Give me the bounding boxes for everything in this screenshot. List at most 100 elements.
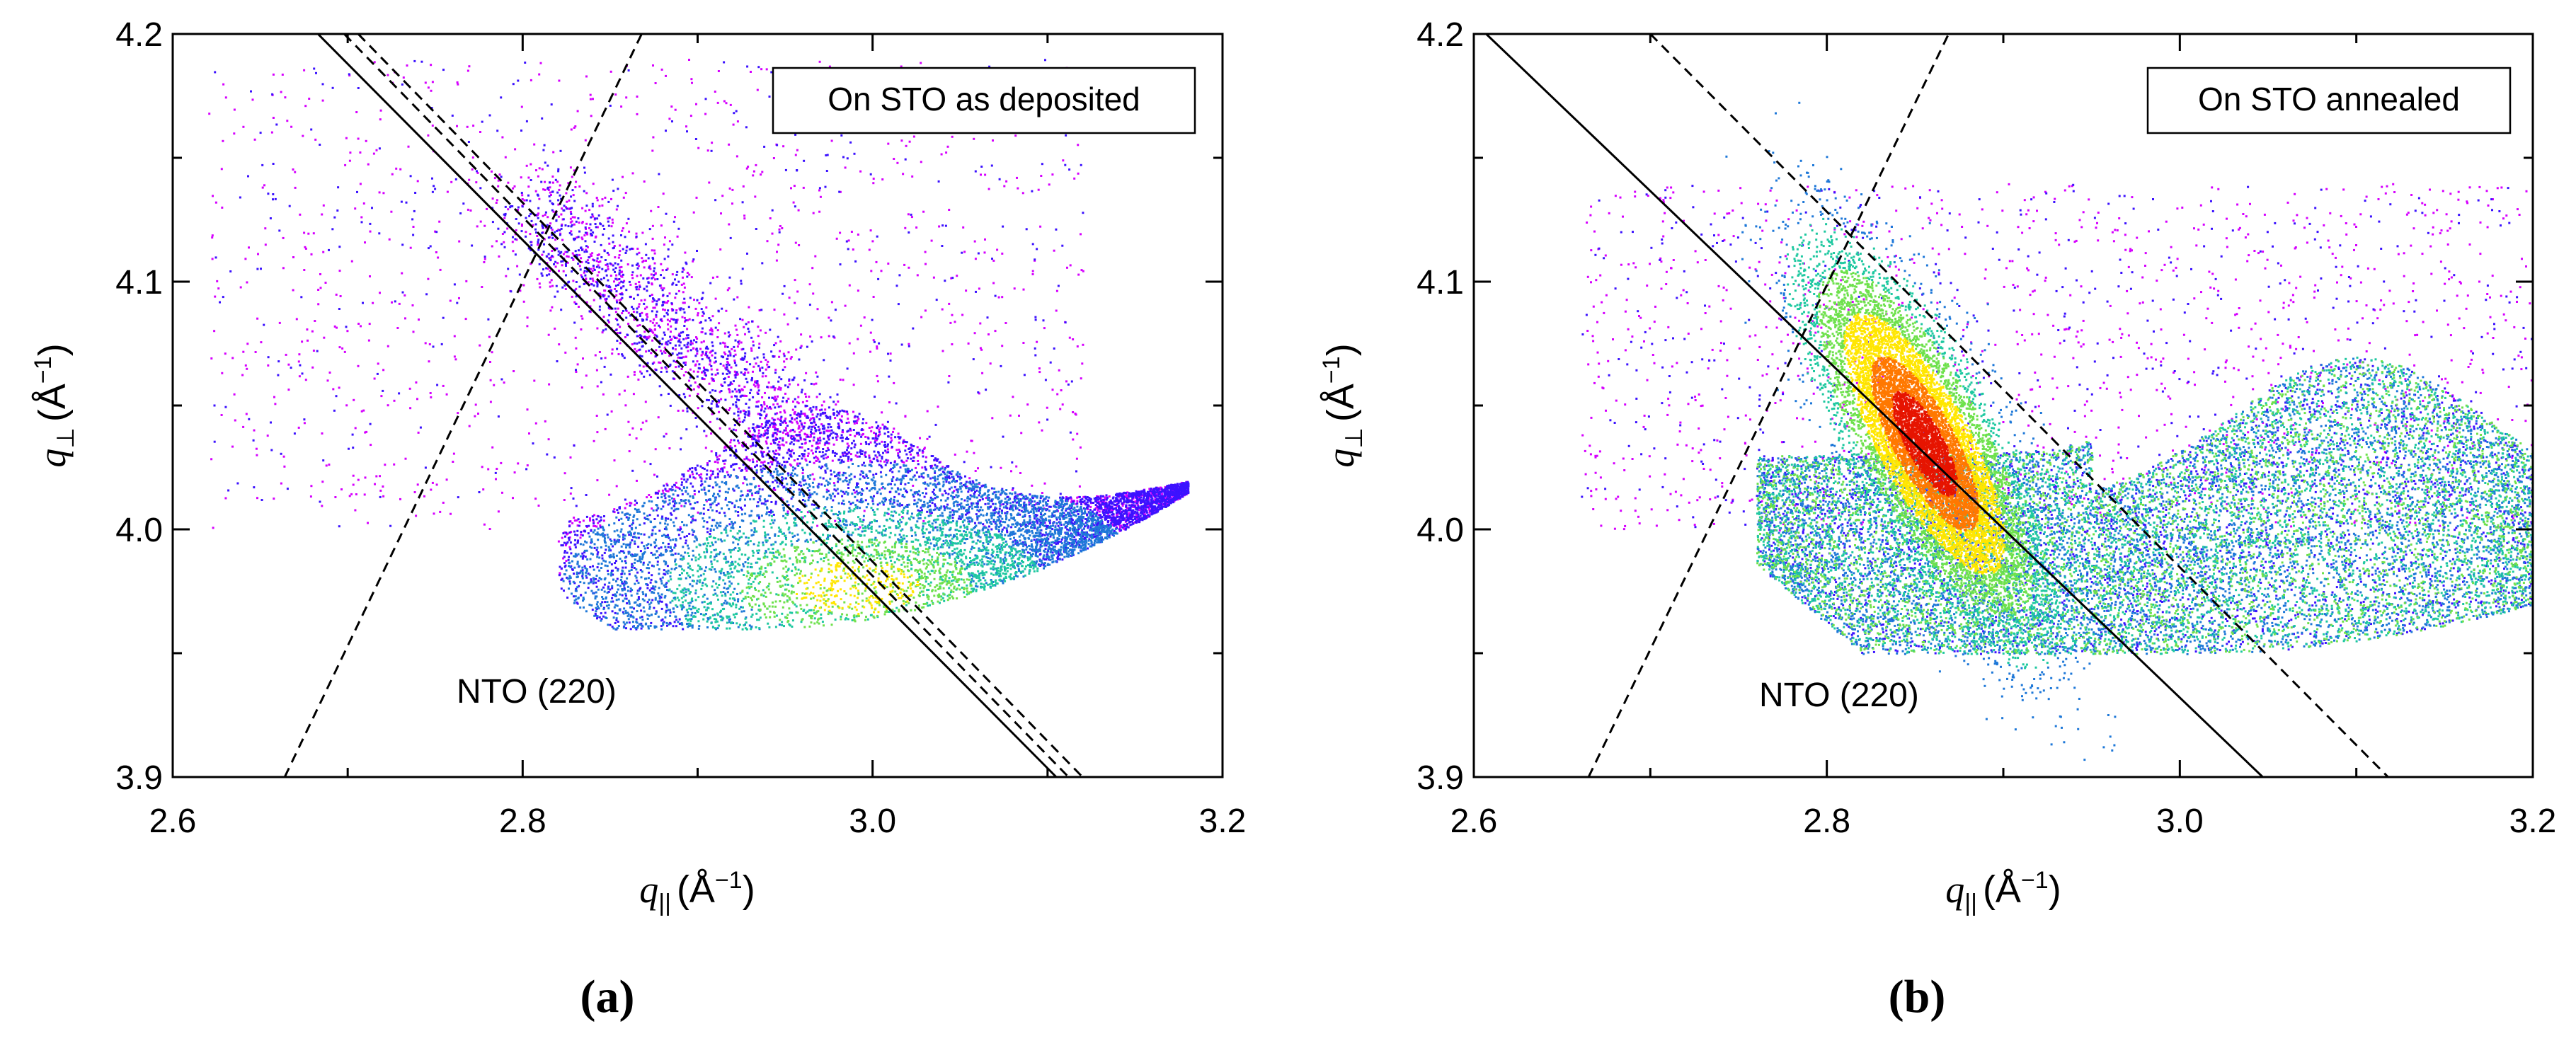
scatter-point-a bbox=[556, 180, 559, 183]
scatter-point-a bbox=[884, 446, 887, 448]
scatter-point-a bbox=[829, 415, 832, 418]
scatter-point-a bbox=[1072, 438, 1075, 441]
scatter-point-a bbox=[965, 481, 968, 483]
scatter-point-a bbox=[826, 447, 829, 449]
scatter-point-a bbox=[304, 246, 307, 248]
scatter-point-a bbox=[622, 533, 625, 536]
scatter-point-a bbox=[1038, 507, 1041, 510]
scatter-point-a bbox=[1159, 507, 1162, 510]
scatter-point-a bbox=[580, 261, 583, 263]
scatter-point-a bbox=[1135, 507, 1138, 510]
scatter-point-a bbox=[647, 277, 650, 280]
scatter-point-a bbox=[779, 417, 782, 420]
scatter-point-a bbox=[1028, 503, 1031, 506]
scatter-point-a bbox=[1112, 516, 1115, 519]
scatter-point-a bbox=[728, 409, 731, 412]
scatter-point-a bbox=[568, 556, 570, 558]
scatter-point-a bbox=[803, 413, 806, 415]
scatter-point-a bbox=[1127, 526, 1130, 529]
scatter-point-a bbox=[1087, 527, 1089, 529]
scatter-point-a bbox=[705, 350, 708, 353]
scatter-point-a bbox=[718, 401, 720, 403]
scatter-point-a bbox=[1063, 515, 1065, 517]
scatter-point-a bbox=[466, 125, 469, 128]
scatter-point-a bbox=[637, 305, 640, 308]
scatter-point-a bbox=[609, 275, 612, 277]
scatter-point-a bbox=[897, 303, 900, 306]
scatter-point-a bbox=[898, 441, 900, 444]
scatter-point-a bbox=[1040, 513, 1043, 515]
scatter-point-a bbox=[580, 257, 583, 260]
scatter-point-a bbox=[534, 422, 537, 425]
scatter-point-a bbox=[817, 458, 820, 461]
scatter-point-a bbox=[900, 343, 903, 346]
scatter-point-a bbox=[640, 609, 643, 612]
scatter-point-a bbox=[873, 450, 876, 453]
scatter-point-a bbox=[297, 426, 300, 429]
scatter-point-a bbox=[871, 240, 874, 243]
scatter-point-a bbox=[656, 496, 659, 499]
scatter-point-a bbox=[394, 300, 396, 303]
scatter-point-a bbox=[980, 173, 982, 176]
scatter-point-a bbox=[1148, 493, 1151, 495]
scatter-point-a bbox=[338, 246, 341, 248]
scatter-point-a bbox=[790, 435, 793, 437]
scatter-point-a bbox=[776, 433, 778, 436]
scatter-point-a bbox=[651, 283, 653, 286]
scatter-point-a bbox=[658, 529, 661, 532]
scatter-point-a bbox=[695, 336, 697, 339]
scatter-point-a bbox=[984, 238, 986, 241]
scatter-point-a bbox=[1177, 496, 1179, 499]
scatter-point-a bbox=[878, 342, 881, 345]
scatter-point-a bbox=[895, 478, 898, 481]
scatter-point-a bbox=[1174, 497, 1177, 500]
scatter-point-a bbox=[504, 212, 507, 215]
scatter-point-a bbox=[854, 260, 857, 263]
scatter-point-a bbox=[715, 452, 718, 454]
scatter-point-a bbox=[926, 437, 929, 440]
scatter-point-a bbox=[772, 450, 774, 453]
scatter-point-a bbox=[735, 155, 738, 158]
scatter-point-a bbox=[301, 372, 304, 375]
scatter-point-a bbox=[680, 483, 683, 486]
scatter-point-a bbox=[1034, 316, 1037, 318]
scatter-point-a bbox=[769, 461, 772, 464]
scatter-point-a bbox=[672, 500, 675, 503]
scatter-point-a bbox=[876, 426, 878, 429]
scatter-point-a bbox=[537, 243, 539, 246]
scatter-point-a bbox=[786, 433, 789, 436]
scatter-point-a bbox=[862, 519, 865, 522]
scatter-point-a bbox=[704, 354, 707, 357]
scatter-point-a bbox=[633, 318, 636, 321]
scatter-point-a bbox=[336, 209, 339, 212]
scatter-point-a bbox=[589, 519, 591, 522]
scatter-point-a bbox=[553, 456, 556, 459]
scatter-point-a bbox=[764, 430, 767, 432]
scatter-point-a bbox=[779, 340, 782, 343]
scatter-point-a bbox=[836, 410, 839, 413]
scatter-point-a bbox=[1172, 497, 1175, 499]
scatter-point-a bbox=[1089, 500, 1092, 502]
scatter-point-a bbox=[941, 224, 944, 227]
scatter-point-a bbox=[682, 473, 685, 476]
scatter-point-a bbox=[592, 183, 595, 185]
scatter-point-a bbox=[849, 453, 852, 456]
scatter-point-a bbox=[629, 283, 632, 286]
scatter-point-a bbox=[1114, 504, 1117, 506]
scatter-point-a bbox=[803, 159, 806, 162]
scatter-point-a bbox=[941, 466, 944, 468]
scatter-point-a bbox=[869, 441, 872, 444]
scatter-point-a bbox=[828, 65, 831, 68]
scatter-point-a bbox=[835, 237, 838, 240]
scatter-point-a bbox=[534, 190, 537, 192]
scatter-point-a bbox=[264, 243, 267, 246]
scatter-point-a bbox=[1105, 494, 1108, 497]
scatter-point-a bbox=[382, 192, 385, 195]
scatter-point-a bbox=[583, 565, 586, 568]
scatter-point-a bbox=[486, 207, 488, 210]
scatter-point-a bbox=[333, 409, 336, 412]
scatter-point-a bbox=[1147, 506, 1150, 509]
scatter-point-a bbox=[797, 402, 800, 405]
scatter-point-a bbox=[1061, 403, 1064, 406]
scatter-point-a bbox=[832, 499, 835, 502]
